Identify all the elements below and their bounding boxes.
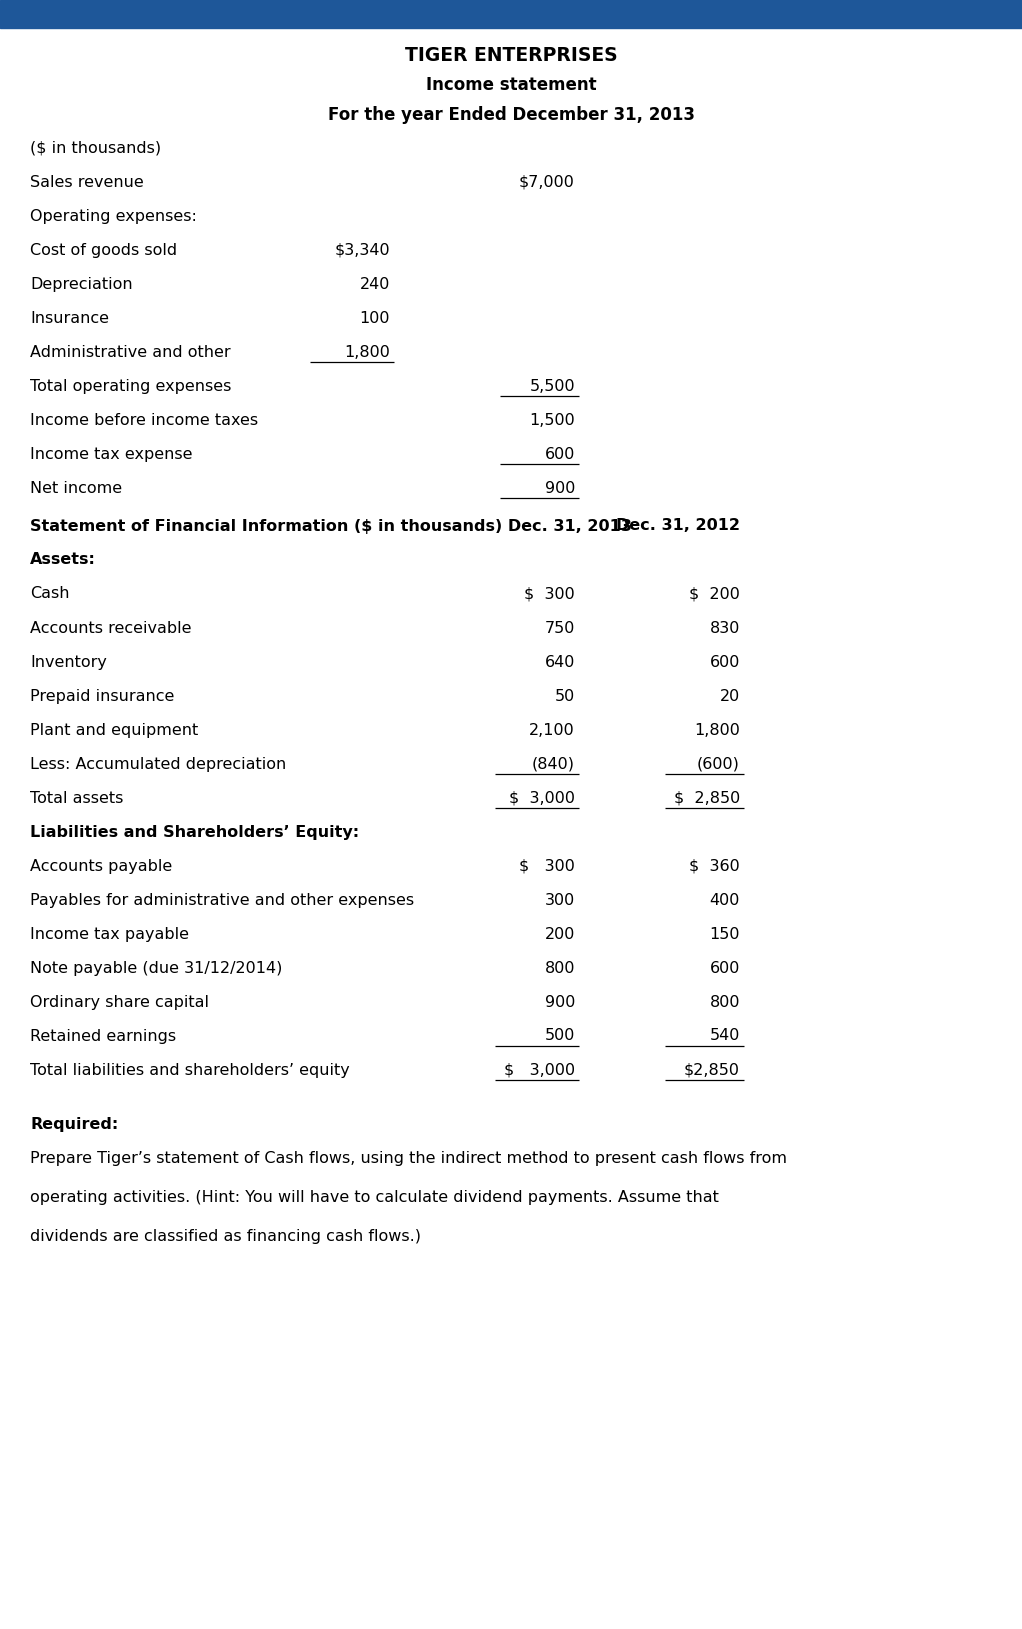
Text: Dec. 31, 2012: Dec. 31, 2012 bbox=[616, 518, 740, 534]
Text: 1,800: 1,800 bbox=[344, 344, 390, 360]
Text: Statement of Financial Information ($ in thousands) Dec. 31, 2013: Statement of Financial Information ($ in… bbox=[30, 518, 632, 534]
Bar bbox=[0, 0, 1022, 28]
Text: 240: 240 bbox=[360, 277, 390, 292]
Text: 200: 200 bbox=[545, 927, 575, 942]
Text: $   300: $ 300 bbox=[519, 858, 575, 873]
Text: (600): (600) bbox=[697, 756, 740, 772]
Text: 2,100: 2,100 bbox=[529, 723, 575, 738]
Text: $  3,000: $ 3,000 bbox=[509, 790, 575, 805]
Text: TIGER ENTERPRISES: TIGER ENTERPRISES bbox=[405, 46, 617, 65]
Text: 600: 600 bbox=[709, 655, 740, 670]
Text: 900: 900 bbox=[545, 994, 575, 1010]
Text: Lycamobile: Lycamobile bbox=[12, 7, 107, 21]
Text: $3,340: $3,340 bbox=[334, 243, 390, 257]
Text: $  300: $ 300 bbox=[524, 586, 575, 601]
Text: 300: 300 bbox=[545, 893, 575, 907]
Text: Total liabilities and shareholders’ equity: Total liabilities and shareholders’ equi… bbox=[30, 1062, 350, 1077]
Text: 600: 600 bbox=[709, 961, 740, 976]
Text: Note payable (due 31/12/2014): Note payable (due 31/12/2014) bbox=[30, 961, 282, 976]
Text: Income tax payable: Income tax payable bbox=[30, 927, 189, 942]
Text: 640: 640 bbox=[545, 655, 575, 670]
Text: Retained earnings: Retained earnings bbox=[30, 1028, 176, 1044]
Text: Sales revenue: Sales revenue bbox=[30, 174, 144, 189]
Text: 5,500: 5,500 bbox=[529, 378, 575, 394]
Text: Accounts payable: Accounts payable bbox=[30, 858, 173, 873]
Text: Ordinary share capital: Ordinary share capital bbox=[30, 994, 210, 1010]
Text: 500: 500 bbox=[545, 1028, 575, 1044]
Text: 1,800: 1,800 bbox=[694, 723, 740, 738]
Text: Insurance: Insurance bbox=[30, 311, 109, 326]
Text: Payables for administrative and other expenses: Payables for administrative and other ex… bbox=[30, 893, 414, 907]
Text: (840): (840) bbox=[532, 756, 575, 772]
Text: 900: 900 bbox=[545, 481, 575, 495]
Text: Administrative and other: Administrative and other bbox=[30, 344, 231, 360]
Text: 800: 800 bbox=[709, 994, 740, 1010]
Text: 750: 750 bbox=[545, 621, 575, 635]
Text: Income statement: Income statement bbox=[426, 77, 596, 94]
Text: Less: Accumulated depreciation: Less: Accumulated depreciation bbox=[30, 756, 286, 772]
Text: Prepare Tiger’s statement of Cash flows, using the indirect method to present ca: Prepare Tiger’s statement of Cash flows,… bbox=[30, 1152, 787, 1166]
Text: Income before income taxes: Income before income taxes bbox=[30, 412, 259, 427]
Text: 150: 150 bbox=[709, 927, 740, 942]
Text: Assets:: Assets: bbox=[30, 552, 96, 567]
Text: Operating expenses:: Operating expenses: bbox=[30, 209, 197, 223]
Text: $7,000: $7,000 bbox=[519, 174, 575, 189]
Text: Total operating expenses: Total operating expenses bbox=[30, 378, 231, 394]
Text: operating activities. (Hint: You will have to calculate dividend payments. Assum: operating activities. (Hint: You will ha… bbox=[30, 1191, 718, 1205]
Text: dividends are classified as financing cash flows.): dividends are classified as financing ca… bbox=[30, 1230, 421, 1245]
Text: 830: 830 bbox=[709, 621, 740, 635]
Text: 100: 100 bbox=[360, 311, 390, 326]
Text: Prepaid insurance: Prepaid insurance bbox=[30, 689, 175, 704]
Text: 540: 540 bbox=[709, 1028, 740, 1044]
Text: Net income: Net income bbox=[30, 481, 122, 495]
Text: $  2,850: $ 2,850 bbox=[673, 790, 740, 805]
Text: Total assets: Total assets bbox=[30, 790, 124, 805]
Text: Cash: Cash bbox=[30, 586, 69, 601]
Text: Inventory: Inventory bbox=[30, 655, 107, 670]
Text: $  200: $ 200 bbox=[689, 586, 740, 601]
Text: ($ in thousands): ($ in thousands) bbox=[30, 140, 161, 155]
Text: 1,500: 1,500 bbox=[529, 412, 575, 427]
Text: $2,850: $2,850 bbox=[684, 1062, 740, 1077]
Text: 50: 50 bbox=[555, 689, 575, 704]
Text: Plant and equipment: Plant and equipment bbox=[30, 723, 198, 738]
Text: 20: 20 bbox=[719, 689, 740, 704]
Text: Accounts receivable: Accounts receivable bbox=[30, 621, 191, 635]
Text: Required:: Required: bbox=[30, 1117, 119, 1132]
Text: $   3,000: $ 3,000 bbox=[504, 1062, 575, 1077]
Text: Cost of goods sold: Cost of goods sold bbox=[30, 243, 177, 257]
Text: Liabilities and Shareholders’ Equity:: Liabilities and Shareholders’ Equity: bbox=[30, 824, 359, 839]
Text: 800: 800 bbox=[545, 961, 575, 976]
Text: Depreciation: Depreciation bbox=[30, 277, 133, 292]
Text: 400: 400 bbox=[709, 893, 740, 907]
Text: 600: 600 bbox=[545, 446, 575, 461]
Text: For the year Ended December 31, 2013: For the year Ended December 31, 2013 bbox=[327, 106, 695, 124]
Text: Income tax expense: Income tax expense bbox=[30, 446, 192, 461]
Text: $  360: $ 360 bbox=[689, 858, 740, 873]
